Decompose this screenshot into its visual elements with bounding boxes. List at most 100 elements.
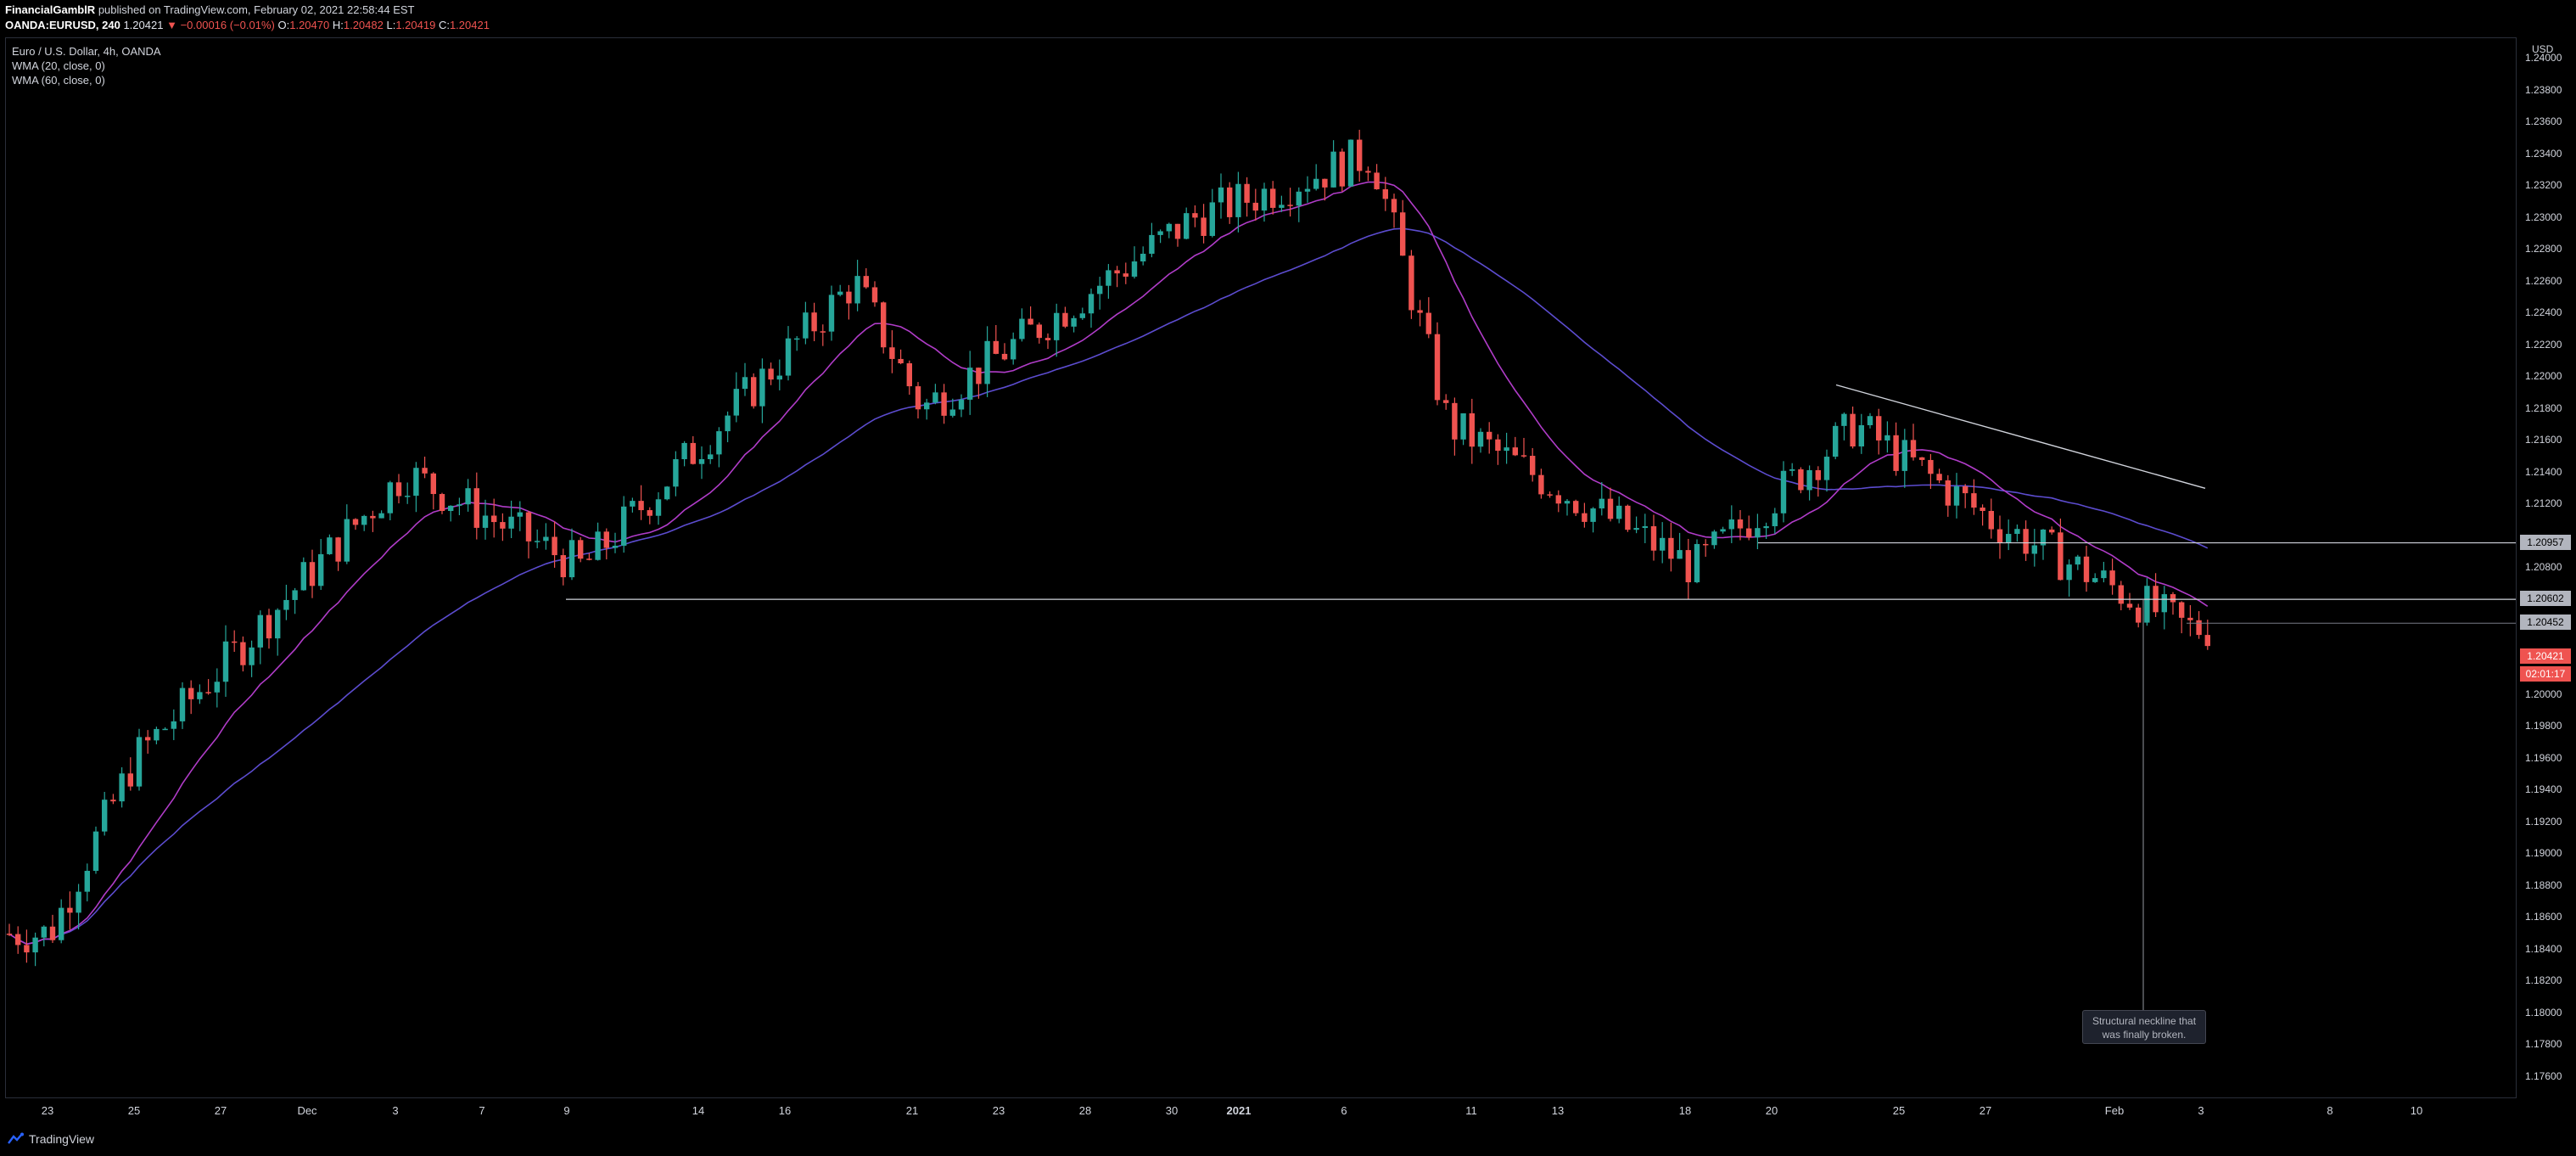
change-value: −0.00016 (−0.01%) <box>180 19 275 31</box>
candle-body <box>525 512 532 542</box>
candle-body <box>1582 513 1588 522</box>
candle-body <box>811 312 817 332</box>
price-tick-label: 1.18200 <box>2525 974 2562 987</box>
candle-body <box>863 276 869 288</box>
price-tick-label: 1.21600 <box>2525 434 2562 446</box>
candle-body <box>1313 178 1319 189</box>
candle-body <box>2023 529 2029 554</box>
candle-body <box>1720 529 1726 532</box>
candle-body <box>768 368 774 380</box>
price-tick-label: 1.22600 <box>2525 274 2562 287</box>
candle-body <box>941 392 947 416</box>
author-name[interactable]: FinancialGamblR <box>5 3 96 16</box>
price-tick-label: 1.21800 <box>2525 401 2562 414</box>
candle-body <box>1945 480 1951 506</box>
price-tick-label: 1.21200 <box>2525 497 2562 510</box>
candle-body <box>188 687 194 699</box>
candle-body <box>1157 231 1163 235</box>
legend-title[interactable]: Euro / U.S. Dollar, 4h, OANDA <box>12 45 161 58</box>
candle-body <box>1425 312 1431 334</box>
price-scale[interactable]: USD 1.24000 1.23800 1.23600 1.23400 1.23200 1.… <box>2517 37 2576 1098</box>
candle-body <box>2058 532 2064 581</box>
candle-body <box>232 641 238 643</box>
candle-body <box>1668 537 1674 559</box>
candle-body <box>1452 402 1458 440</box>
last-price: 1.20421 <box>123 19 164 31</box>
price-tag: 1.20602 <box>2520 591 2571 607</box>
candle-body <box>1711 531 1717 546</box>
time-tick-label: 27 <box>1979 1104 1992 1117</box>
candle-body <box>361 515 367 525</box>
candle-body <box>422 468 428 474</box>
candle-body <box>1062 312 1068 327</box>
candle-body <box>1322 178 1328 188</box>
legend-wma60[interactable]: WMA (60, close, 0) <box>12 74 105 87</box>
candle-body <box>1304 188 1311 192</box>
candle-body <box>1573 501 1579 513</box>
candle-body <box>2118 585 2124 604</box>
open-value: 1.20470 <box>289 19 330 31</box>
price-chart-canvas <box>6 129 2516 1011</box>
candle-body <box>1858 424 1864 447</box>
candle-body <box>560 555 566 578</box>
price-tick-label: 1.24000 <box>2525 52 2562 65</box>
candle-body <box>568 540 575 578</box>
candle-body <box>1755 528 1761 538</box>
candle-body <box>413 468 419 497</box>
candle-body <box>1772 513 1778 526</box>
candle-body <box>932 392 938 403</box>
candle-body <box>370 515 376 519</box>
candle-body <box>1564 501 1571 504</box>
candle-body <box>283 599 289 610</box>
chart-header: FinancialGamblR published on TradingView… <box>0 0 2517 37</box>
candle-body <box>630 501 636 507</box>
candle-body <box>1919 457 1925 460</box>
tradingview-logo-icon[interactable] <box>7 1132 25 1146</box>
candle-body <box>1011 339 1016 360</box>
candle-body <box>1261 188 1268 211</box>
candle-body <box>2066 564 2072 581</box>
candle-body <box>1841 413 1847 426</box>
candle-body <box>552 536 557 556</box>
price-tick-label: 1.20000 <box>2525 687 2562 700</box>
candle-body <box>500 522 506 529</box>
legend-wma20[interactable]: WMA (20, close, 0) <box>12 59 105 72</box>
candle-body <box>1279 205 1285 208</box>
candle-body <box>1703 543 1709 546</box>
candle-body <box>1001 353 1008 360</box>
candle-body <box>1434 334 1441 401</box>
candle-body <box>439 494 445 512</box>
candle-body <box>1071 317 1077 327</box>
candle-body <box>465 488 471 505</box>
annotation-callout[interactable]: Structural neckline that was finally bro… <box>2082 1010 2206 1044</box>
symbol-label[interactable]: OANDA:EURUSD, 240 <box>5 19 120 31</box>
candle-body <box>2092 578 2098 582</box>
time-tick-label: 10 <box>2410 1104 2423 1117</box>
candle-body <box>1365 171 1371 173</box>
candle-body <box>924 402 930 410</box>
candle-body <box>690 442 696 464</box>
candle-body <box>586 558 592 560</box>
candle-body <box>1901 440 1907 471</box>
candle-body <box>1391 199 1397 213</box>
price-tick-label: 1.22400 <box>2525 306 2562 319</box>
high-value: 1.20482 <box>343 19 384 31</box>
candle-body <box>958 399 965 410</box>
candle-body <box>1910 440 1917 457</box>
candle-body <box>708 454 714 459</box>
candle-body <box>1988 510 1994 530</box>
tradingview-brand[interactable]: TradingView <box>29 1132 95 1146</box>
candle-body <box>2196 620 2202 636</box>
candle-body <box>508 516 514 529</box>
chart-pane[interactable] <box>5 37 2517 1098</box>
indicator-legend: Euro / U.S. Dollar, 4h, OANDA WMA (20, c… <box>12 44 161 87</box>
time-tick-label: 8 <box>2327 1104 2333 1117</box>
high-label: H: <box>332 19 344 31</box>
candle-body <box>249 647 255 665</box>
candle-body <box>1166 223 1172 232</box>
time-tick-label: 16 <box>778 1104 792 1117</box>
candle-body <box>473 488 479 528</box>
candle-body <box>647 510 652 516</box>
time-scale[interactable]: 23 25 27 Dec 3 7 9 14 16 21 23 28 30 2021 6 11 13 18 20 25 2… <box>5 1098 2517 1124</box>
time-tick-label: 9 <box>563 1104 570 1117</box>
